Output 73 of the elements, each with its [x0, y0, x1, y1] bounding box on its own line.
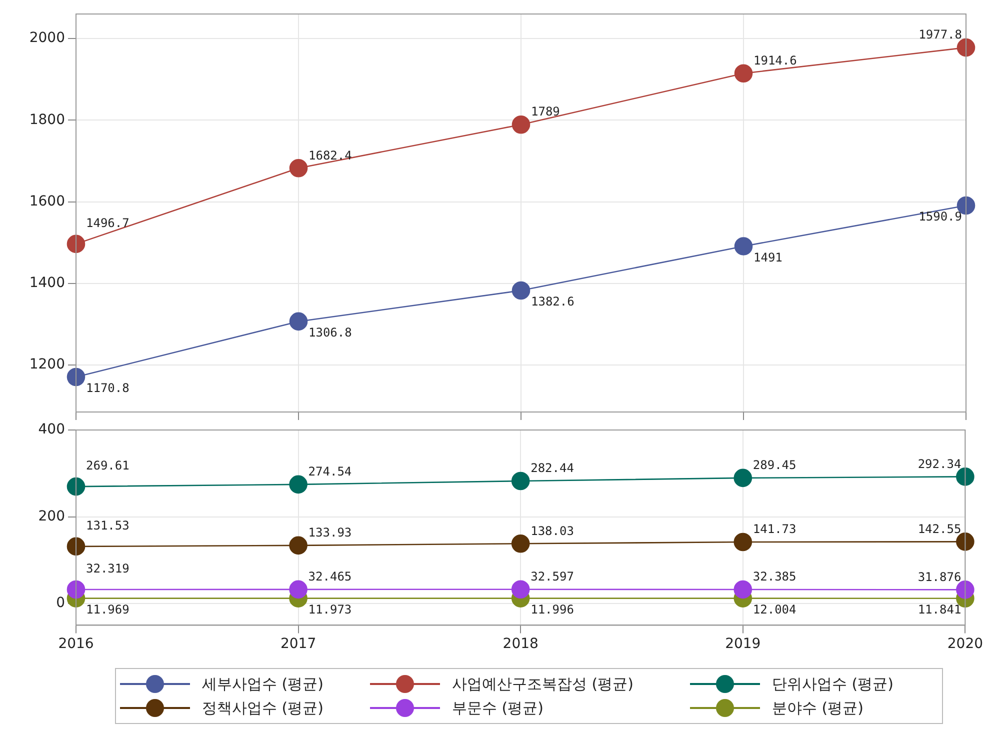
data-label: 274.54: [308, 464, 352, 479]
data-label: 11.841: [918, 602, 962, 616]
point: [512, 115, 530, 134]
data-label: 32.385: [752, 570, 796, 584]
legend-label: 단위사업수 (평균): [772, 674, 894, 694]
data-label: 282.44: [530, 461, 574, 476]
point: [289, 475, 308, 494]
data-label: 289.45: [752, 458, 796, 472]
data-label: 133.93: [308, 526, 352, 540]
data-label: 142.55: [918, 522, 962, 536]
data-label: 32.319: [86, 562, 130, 576]
point: [956, 532, 974, 551]
legend-label: 세부사업수 (평균): [202, 674, 324, 694]
y-tick-label: 400: [38, 422, 65, 438]
point: [289, 158, 308, 178]
y-tick-label: 2000: [29, 30, 65, 46]
data-label: 1789: [531, 104, 560, 119]
legend-label: 사업예산구조복잡성 (평균): [452, 674, 634, 694]
point: [66, 477, 86, 496]
data-label: 1306.8: [308, 326, 352, 340]
point: [734, 580, 752, 599]
data-label: 11.973: [308, 602, 352, 616]
y-tick-label: 1800: [29, 112, 65, 128]
data-label: 141.73: [752, 522, 796, 536]
point: [511, 472, 530, 490]
data-label: 31.876: [918, 570, 962, 584]
point: [956, 580, 974, 599]
data-label: 138.03: [530, 524, 574, 538]
point: [734, 532, 752, 552]
data-label: 32.465: [308, 570, 352, 584]
x-tick-label: 2017: [280, 636, 316, 652]
data-label: 269.61: [86, 458, 130, 473]
data-label: 11.969: [86, 602, 130, 616]
y-tick-label: 0: [56, 595, 65, 612]
point: [512, 281, 530, 300]
data-label: 292.34: [918, 456, 962, 471]
point: [734, 64, 753, 83]
y-tick-label: 1200: [29, 356, 65, 373]
x-tick-label: 2016: [58, 636, 94, 652]
point: [511, 580, 530, 599]
data-label: 1170.8: [86, 381, 130, 396]
data-label: 1590.9: [918, 210, 962, 224]
data-label: 1382.6: [531, 294, 574, 309]
data-label: 32.597: [530, 569, 574, 584]
point: [734, 237, 753, 256]
data-label: 1496.7: [86, 216, 130, 230]
data-label: 1977.8: [918, 28, 962, 42]
point: [289, 580, 308, 599]
point: [511, 534, 530, 553]
legend-label: 정책사업수 (평균): [202, 698, 324, 718]
point: [66, 234, 86, 254]
legend-label: 부문수 (평균): [452, 698, 544, 718]
point: [956, 38, 976, 57]
point: [66, 368, 86, 386]
y-tick-label: 200: [38, 508, 65, 524]
y-tick-label: 1600: [29, 193, 65, 210]
point: [289, 536, 308, 555]
data-label: 12.004: [752, 602, 796, 616]
data-label: 1682.4: [308, 148, 352, 162]
x-tick-label: 2019: [725, 636, 761, 652]
x-tick-label: 2020: [947, 636, 984, 652]
point: [66, 580, 86, 599]
point: [289, 312, 308, 331]
data-label: 11.996: [530, 602, 574, 616]
legend-label: 분야수 (평균): [772, 698, 864, 718]
point: [66, 537, 86, 556]
x-tick-label: 2018: [502, 636, 538, 652]
point: [734, 468, 752, 488]
point: [956, 468, 974, 486]
data-label: 131.53: [86, 518, 130, 533]
y-tick-label: 1400: [29, 275, 65, 292]
data-label: 1491: [754, 250, 782, 264]
data-label: 1914.6: [754, 53, 797, 68]
